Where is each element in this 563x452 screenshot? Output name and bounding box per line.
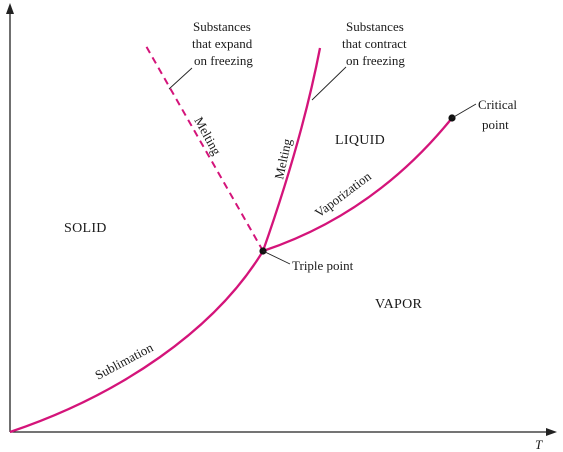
sublimation-label: Sublimation [92,339,156,382]
note-contract-line1: Substances [346,19,404,34]
note-expand-line3: on freezing [194,53,253,68]
triple-point-label: Triple point [292,258,354,273]
region-vapor: VAPOR [375,297,423,312]
critical-point-label-line2: point [482,117,509,132]
sublimation-curve [10,251,263,432]
y-axis-arrow [6,3,14,14]
x-axis-label: T [535,437,543,452]
note-contract-line2: that contract [342,36,407,51]
note-expand-line1: Substances [193,19,251,34]
contract-note-leader [312,67,346,100]
critical-point-label-line1: Critical [478,97,517,112]
region-liquid: LIQUID [335,133,385,148]
note-contract-line3: on freezing [346,53,405,68]
region-solid: SOLID [64,221,107,236]
x-axis-arrow [546,428,557,436]
vaporization-label: Vaporization [312,168,374,220]
critical-point-leader [452,104,476,118]
triple-point-leader [263,251,290,264]
melting-curve-expand [146,46,263,251]
note-expand-line2: that expand [192,36,253,51]
expand-note-leader [169,68,192,89]
melting-label-contract: Melting [271,137,294,181]
